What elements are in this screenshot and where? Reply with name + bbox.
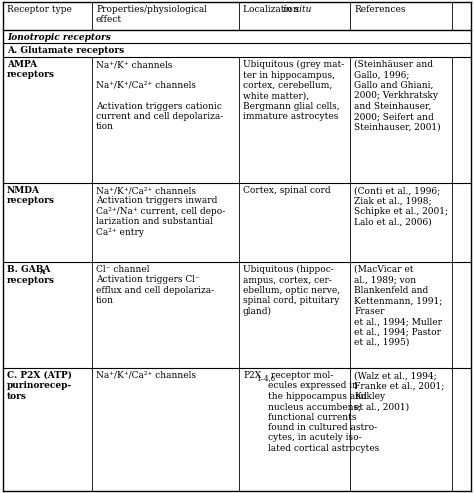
Text: AMPA
receptors: AMPA receptors	[7, 60, 55, 79]
Text: Cl⁻ channel
Activation triggers Cl⁻
efflux and cell depolariza-
tion: Cl⁻ channel Activation triggers Cl⁻ effl…	[96, 265, 214, 305]
Text: Ubiquitous (grey mat-
ter in hippocampus,
cortex, cerebellum,
white matter),
Ber: Ubiquitous (grey mat- ter in hippocampus…	[243, 60, 344, 121]
Text: Cortex, spinal cord: Cortex, spinal cord	[243, 186, 331, 195]
Text: 1–4,6: 1–4,6	[256, 375, 275, 383]
Text: receptors: receptors	[7, 276, 55, 285]
Text: A: A	[39, 268, 45, 276]
Text: (Walz et al., 1994;
Franke et al., 2001;
Kukley
et al., 2001): (Walz et al., 1994; Franke et al., 2001;…	[354, 371, 444, 411]
Text: (Conti et al., 1996;
Ziak et al., 1998;
Schipke et al., 2001;
Lalo et al., 2006): (Conti et al., 1996; Ziak et al., 1998; …	[354, 186, 448, 226]
Text: C. P2X (ATP)
purinorecep-
tors: C. P2X (ATP) purinorecep- tors	[7, 371, 72, 401]
Text: Receptor type: Receptor type	[7, 5, 72, 14]
Text: Properties/physiological
effect: Properties/physiological effect	[96, 5, 207, 24]
Text: Ionotropic receptors: Ionotropic receptors	[7, 33, 111, 42]
Text: NMDA
receptors: NMDA receptors	[7, 186, 55, 206]
Text: A. Glutamate receptors: A. Glutamate receptors	[7, 46, 124, 55]
Text: (MacVicar et
al., 1989; von
Blankenfeld and
Kettenmann, 1991;
Fraser
et al., 199: (MacVicar et al., 1989; von Blankenfeld …	[354, 265, 442, 347]
Text: Na⁺/K⁺ channels

Na⁺/K⁺/Ca²⁺ channels

Activation triggers cationic
current and : Na⁺/K⁺ channels Na⁺/K⁺/Ca²⁺ channels Act…	[96, 60, 223, 132]
Text: P2X: P2X	[243, 371, 261, 380]
Text: B. GABA: B. GABA	[7, 265, 50, 274]
Text: receptor mol-
ecules expressed in
the hippocampus and
nucleus accumbens;
functio: receptor mol- ecules expressed in the hi…	[268, 371, 379, 453]
Text: Na⁺/K⁺/Ca²⁺ channels
Activation triggers inward
Ca²⁺/Na⁺ current, cell depo-
lar: Na⁺/K⁺/Ca²⁺ channels Activation triggers…	[96, 186, 225, 237]
Text: Na⁺/K⁺/Ca²⁺ channels: Na⁺/K⁺/Ca²⁺ channels	[96, 371, 196, 380]
Text: Ubiquitous (hippoc-
ampus, cortex, cer-
ebellum, optic nerve,
spinal cord, pitui: Ubiquitous (hippoc- ampus, cortex, cer- …	[243, 265, 340, 316]
Text: Localization: Localization	[243, 5, 301, 14]
Text: References: References	[354, 5, 405, 14]
Text: (Steinhäuser and
Gallo, 1996;
Gallo and Ghiani,
2000; Verkhratsky
and Steinhause: (Steinhäuser and Gallo, 1996; Gallo and …	[354, 60, 441, 132]
Text: in situ: in situ	[283, 5, 312, 14]
